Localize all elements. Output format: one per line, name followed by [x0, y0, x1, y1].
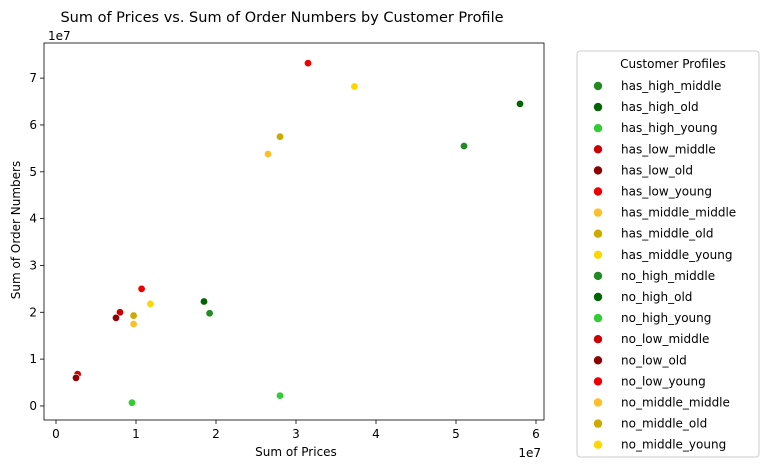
- legend-marker-no-high-middle: [593, 271, 603, 281]
- legend-label-no-middle-old: no_middle_old: [621, 417, 707, 431]
- legend-label-has-high-young: has_high_young: [621, 121, 718, 135]
- data-point-no-high-young: [128, 398, 137, 407]
- x-tick-label: 5: [452, 427, 460, 441]
- legend-marker-has-middle-middle: [593, 208, 603, 217]
- legend-title: Customer Profiles: [620, 57, 726, 71]
- legend-label-has-high-old: has_high_old: [621, 100, 699, 114]
- y-tick-label: 3: [29, 258, 37, 272]
- legend-marker-has-high-old: [593, 102, 603, 112]
- legend-frame: [576, 50, 760, 458]
- legend-label-has-middle-middle: has_middle_middle: [621, 206, 736, 220]
- data-point-no-middle-young: [146, 299, 155, 308]
- legend-label-has-low-old: has_low_old: [621, 163, 693, 177]
- legend-marker-no-low-middle: [593, 335, 603, 344]
- legend-items: has_high_middle has_high_old has_high_youn…: [593, 79, 736, 452]
- y-tick-label: 2: [29, 305, 37, 319]
- legend-marker-has-middle-old: [593, 229, 603, 238]
- legend-label-no-low-young: no_low_young: [621, 374, 706, 388]
- plot-area: 0 1 2 3 4 5 6 0 1 2 3 4 5 6 7: [29, 42, 545, 441]
- y-tick-label: 6: [29, 118, 37, 132]
- y-tick-label: 5: [29, 165, 37, 179]
- legend-marker-has-middle-young: [593, 250, 603, 259]
- x-axis-label: Sum of Prices: [255, 445, 337, 459]
- y-tick-label: 1: [29, 352, 37, 366]
- legend-marker-has-low-middle: [593, 145, 603, 154]
- legend-marker-no-middle-old: [593, 419, 603, 428]
- x-tick-label: 3: [292, 427, 300, 441]
- x-tick-label: 6: [532, 427, 540, 441]
- y-tick-label: 7: [29, 71, 37, 85]
- x-tick-label: 0: [52, 427, 60, 441]
- data-point-has-middle-middle: [263, 149, 272, 158]
- legend-label-has-low-young: has_low_young: [621, 185, 712, 199]
- data-point-no-high-middle: [205, 309, 214, 318]
- legend-label-has-high-middle: has_high_middle: [621, 79, 721, 93]
- x-tick-label: 1: [132, 427, 140, 441]
- legend-marker-has-low-young: [593, 187, 603, 196]
- legend-label-no-high-middle: no_high_middle: [621, 269, 715, 283]
- legend-marker-no-low-old: [593, 356, 603, 365]
- y-tick-label: 0: [29, 399, 37, 413]
- data-point-no-low-middle: [116, 308, 125, 317]
- data-point-no-high-old: [200, 297, 209, 306]
- data-point-has-low-old: [72, 373, 81, 382]
- legend-marker-no-middle-young: [593, 440, 603, 449]
- data-point-no-middle-middle: [129, 319, 138, 328]
- data-point-has-middle-old: [275, 132, 284, 141]
- y-tick-label: 4: [29, 212, 37, 226]
- data-point-has-middle-young: [350, 82, 359, 91]
- legend-marker-has-high-young: [593, 124, 603, 133]
- data-point-has-high-young: [275, 391, 284, 400]
- y-offset-label: 1e7: [48, 29, 71, 43]
- data-point-no-middle-old: [129, 311, 138, 320]
- legend-marker-has-high-middle: [593, 81, 603, 91]
- legend-marker-no-low-young: [593, 377, 603, 386]
- data-point-no-low-old: [112, 313, 121, 322]
- data-point-has-high-old: [515, 99, 524, 108]
- legend: Customer Profiles has_high_middlehas_hig…: [576, 50, 760, 458]
- x-offset-label: 1e7: [518, 446, 541, 460]
- legend-label-no-low-old: no_low_old: [621, 353, 687, 367]
- legend-label-no-high-young: no_high_young: [621, 311, 711, 325]
- legend-label-has-middle-old: has_middle_old: [621, 227, 713, 241]
- x-tick-label: 2: [212, 427, 220, 441]
- data-point-no-low-young: [137, 284, 146, 293]
- data-point-has-low-young: [303, 59, 312, 68]
- legend-label-no-high-old: no_high_old: [621, 290, 692, 304]
- legend-marker-no-high-young: [593, 313, 603, 323]
- legend-label-no-middle-middle: no_middle_middle: [621, 396, 730, 410]
- legend-marker-no-middle-middle: [593, 398, 603, 407]
- legend-label-has-middle-young: has_middle_young: [621, 248, 732, 262]
- y-axis-label: Sum of Order Numbers: [9, 161, 23, 299]
- legend-label-no-middle-young: no_middle_young: [621, 438, 726, 452]
- legend-marker-has-low-old: [593, 166, 603, 175]
- data-point-has-high-middle: [459, 142, 468, 151]
- chart-title: Sum of Prices vs. Sum of Order Numbers b…: [60, 10, 503, 26]
- legend-label-has-low-middle: has_low_middle: [621, 142, 716, 156]
- legend-label-no-low-middle: no_low_middle: [621, 332, 709, 346]
- plot-frame: [43, 42, 545, 421]
- x-tick-label: 4: [372, 427, 380, 441]
- legend-marker-no-high-old: [593, 292, 603, 302]
